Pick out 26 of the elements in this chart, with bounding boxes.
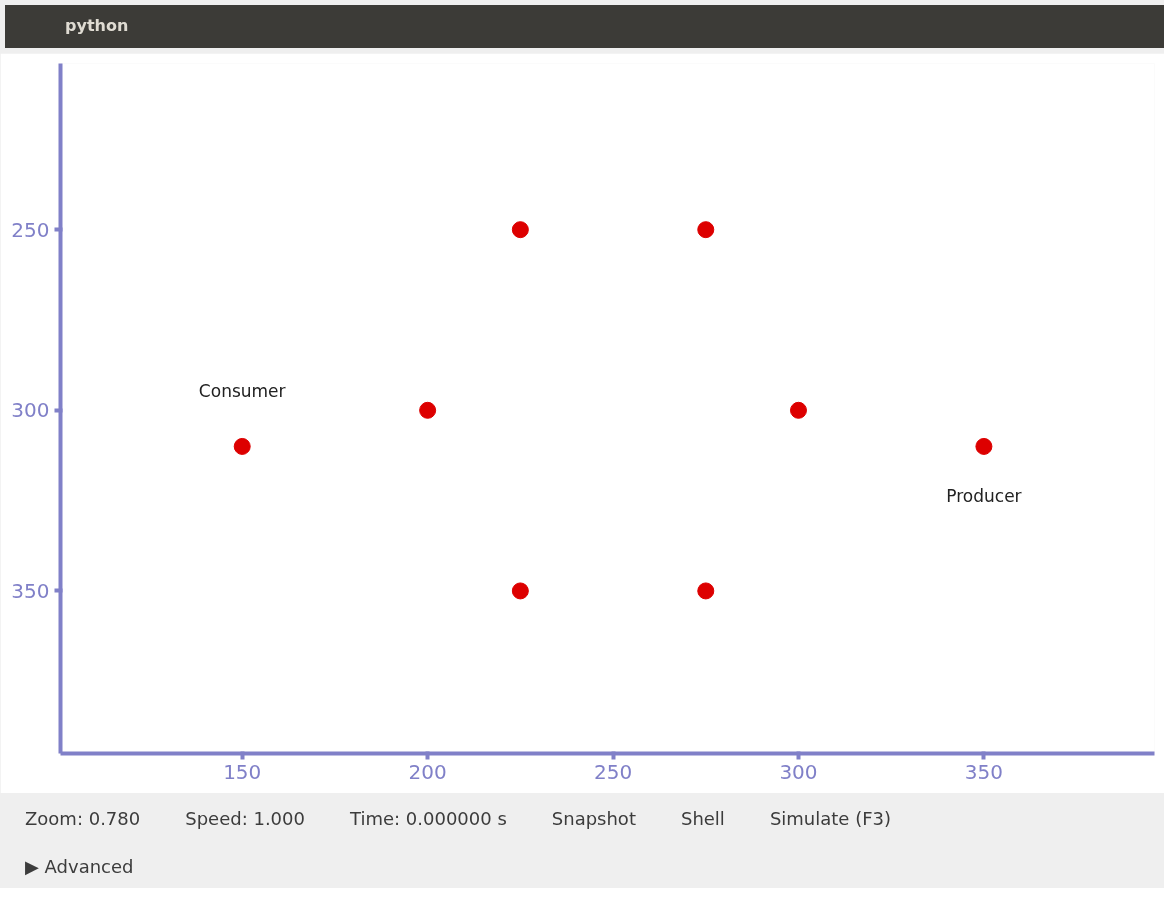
point xyxy=(789,401,807,419)
x-tick-label: 200 xyxy=(408,759,447,784)
annotation: Producer xyxy=(946,486,1022,507)
point xyxy=(233,437,251,455)
x-tick-label: 150 xyxy=(223,759,262,784)
point xyxy=(511,221,529,239)
chart-title: python xyxy=(65,15,129,37)
point xyxy=(697,221,715,239)
x-tick-label: 250 xyxy=(593,759,633,784)
x-tick-label: 300 xyxy=(779,759,818,784)
y-tick-label: 300 xyxy=(11,398,50,423)
point xyxy=(697,582,715,600)
text: ▶ Advanced xyxy=(25,854,134,879)
point xyxy=(419,401,437,419)
text: Shell xyxy=(680,806,725,831)
x-tick-label: 350 xyxy=(964,759,1004,784)
y-tick-label: 250 xyxy=(11,217,50,242)
text: Time: 0.000000 s xyxy=(349,806,507,831)
text: Zoom: 0.780 xyxy=(25,806,141,831)
text: Speed: 1.000 xyxy=(185,806,305,831)
text: Snapshot xyxy=(551,806,636,831)
y-tick-label: 350 xyxy=(11,578,50,603)
text: Simulate (F3) xyxy=(769,806,891,831)
point xyxy=(975,437,993,455)
annotation: Consumer xyxy=(198,381,286,402)
point xyxy=(511,582,529,600)
